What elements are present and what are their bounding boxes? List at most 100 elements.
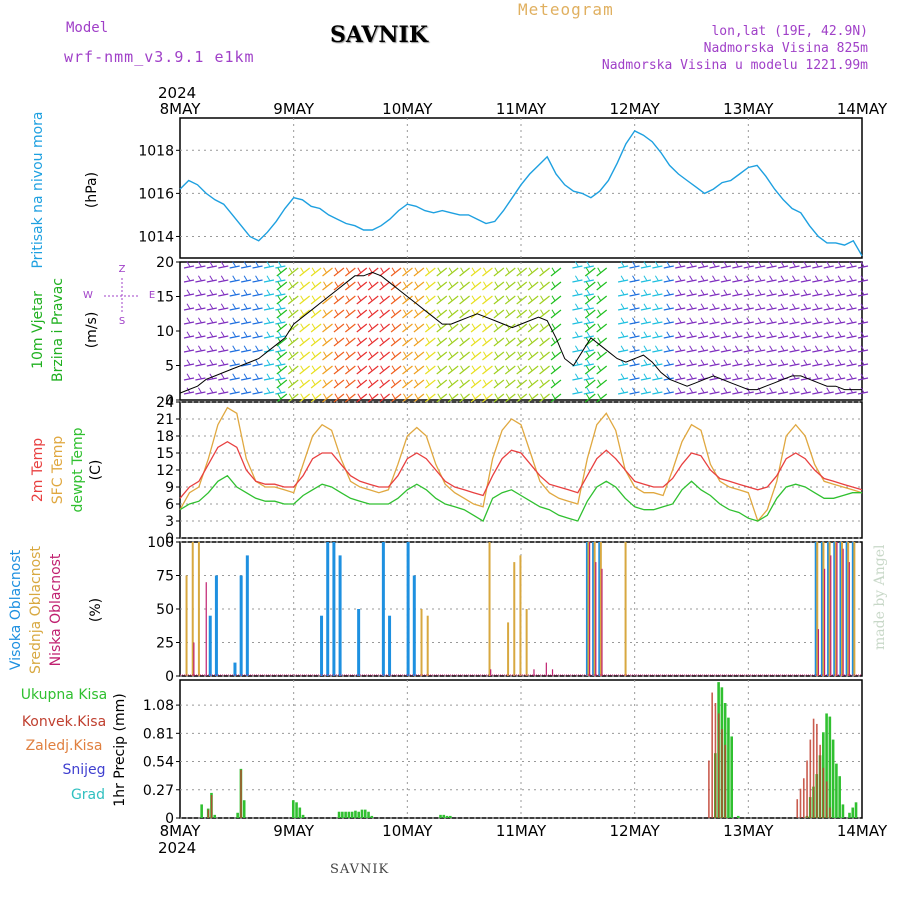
wind-barb-flag [689, 275, 694, 282]
wind-barb [322, 309, 333, 319]
wind-barb [229, 363, 240, 367]
cloud-bar-low [836, 542, 838, 676]
wind-barb-flag [551, 323, 556, 330]
cloud-bar-high [820, 542, 824, 676]
wind-barb-flag [677, 345, 682, 352]
cloud-bar-mid [853, 542, 856, 676]
precip-bar-total [360, 809, 364, 818]
wind-barb [504, 351, 516, 361]
wind-barb [539, 365, 550, 375]
wind-barb-flag [757, 303, 762, 310]
wind-barb [583, 349, 594, 353]
wind-barb-flag [517, 365, 522, 372]
wind-barb [229, 321, 240, 325]
wind-barb-flag [643, 317, 648, 324]
wind-barb-flag [654, 373, 659, 380]
wind-barb-flag [643, 261, 648, 268]
wind-barb-flag [723, 359, 728, 366]
wind-barb [766, 279, 777, 283]
wind-barb-flag [585, 323, 590, 330]
cloud-bar-low [533, 669, 535, 676]
wind-barb-flag [300, 365, 305, 372]
wind-barb [493, 281, 505, 291]
wind-barb-flag [632, 331, 636, 338]
wind-barb [436, 309, 448, 319]
wind-barb-flag [723, 373, 728, 380]
wind-barb-flag [437, 337, 442, 344]
wind-barb [322, 267, 333, 277]
wind-barb-flag [792, 275, 796, 282]
wind-barb-flag [826, 359, 831, 366]
wind-barb-flag [837, 275, 842, 282]
wind-barb [470, 281, 482, 291]
wind-barb [572, 321, 583, 325]
wind-barb-flag [757, 275, 762, 282]
wind-barb-flag [551, 295, 556, 302]
precip-bar-total [449, 815, 452, 818]
wind-barb-flag [814, 303, 819, 310]
wind-barb-flag [323, 393, 327, 400]
cloud-bar-mid [488, 542, 491, 676]
wind-barb-flag [494, 295, 499, 302]
precip-bar-total [344, 811, 347, 818]
wind-barb [195, 293, 206, 297]
wind-barb [241, 377, 252, 381]
wind-barb [835, 307, 846, 311]
wind-barb [390, 267, 402, 277]
wind-barb [629, 335, 640, 339]
wind-barb [572, 363, 583, 367]
wind-barb-flag [323, 351, 327, 358]
wind-barb-flag [448, 393, 453, 400]
wind-barb-flag [311, 295, 316, 302]
wind-barb [652, 293, 663, 297]
wind-barb [447, 337, 459, 347]
wind-barb [527, 295, 539, 305]
wind-barb [322, 337, 333, 347]
wind-barb-flag [803, 261, 808, 268]
wind-barb-flag [334, 281, 339, 288]
wind-barb [310, 309, 322, 319]
wind-barb-flag [494, 281, 499, 288]
wind-barb-flag [677, 275, 682, 282]
wind-barb-flag [209, 261, 214, 268]
wind-barb-flag [723, 275, 728, 282]
wind-barb [663, 363, 674, 367]
wind-barb [276, 365, 288, 375]
wind-barb [789, 391, 800, 395]
wind-barb-flag [712, 275, 716, 282]
wind-barb-flag [437, 267, 442, 274]
wind-barb [823, 279, 834, 283]
wind-barb-flag [689, 387, 694, 394]
wind-barb [241, 307, 252, 311]
wind-barb [195, 335, 206, 339]
wind-barb-flag [723, 331, 728, 338]
wind-barb-flag [586, 373, 591, 380]
wind-barb [367, 267, 379, 277]
wind-barb [800, 377, 811, 381]
footer-station: SAVNIK [330, 862, 390, 877]
wind-barb-flag [277, 345, 282, 352]
wind-barb-flag [814, 261, 819, 268]
wind-barb [675, 279, 686, 283]
model-name: wrf-nmm_v3.9.1 e1km [64, 48, 255, 66]
wind-barb [617, 335, 629, 339]
wind-barb-flag [243, 261, 248, 268]
wind-barb [640, 293, 652, 297]
wind-barb [550, 295, 562, 305]
wind-barb [720, 293, 732, 297]
wind-barb [629, 279, 640, 283]
wind-barb [367, 323, 379, 333]
wind-barb [287, 267, 299, 277]
wind-barb [516, 351, 528, 361]
wind-barb [276, 323, 288, 333]
cloud-bar-mid [840, 542, 843, 676]
y-tick-label: 100 [147, 535, 174, 551]
wind-barb-flag [334, 267, 339, 274]
sfc-axis-title: SFC Temp [50, 436, 66, 505]
wind-barb [743, 321, 754, 325]
wind-barb [789, 279, 800, 283]
wind-barb-flag [368, 351, 373, 358]
wind-barb [218, 391, 229, 395]
wind-barb [482, 379, 493, 389]
wind-barb-flag [757, 317, 762, 324]
